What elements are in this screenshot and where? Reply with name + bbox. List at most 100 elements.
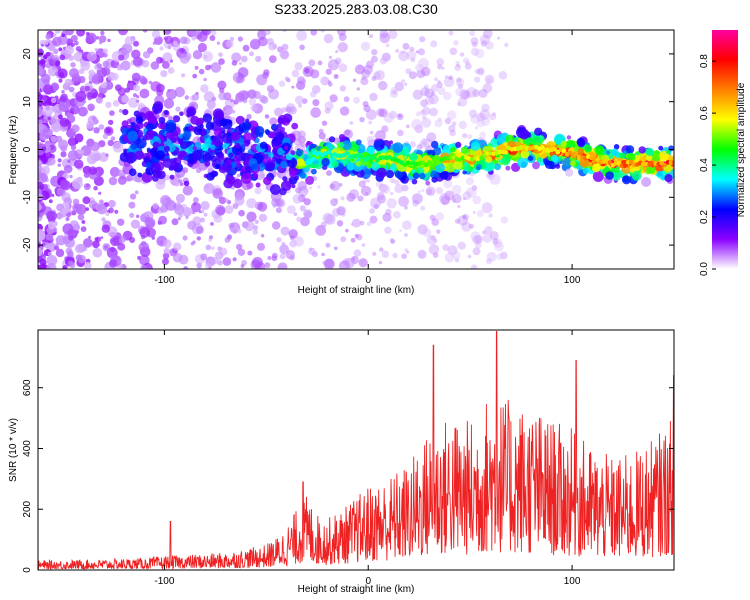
spectrogram-cell [218, 52, 223, 57]
spectrogram-cell [419, 172, 426, 180]
spectrogram-ridge-cell [503, 150, 509, 155]
spectrogram-cell [130, 193, 137, 200]
spectrogram-cell [412, 199, 419, 207]
spectrogram-cell [425, 95, 435, 105]
spectrogram-cell [284, 76, 290, 82]
spectrogram-cell [80, 60, 91, 71]
spectrogram-cell [455, 141, 462, 148]
spectrogram-cell [352, 78, 357, 83]
spectrogram-xlabel: Height of straight line (km) [298, 285, 415, 296]
spectrogram-cell [297, 181, 308, 191]
spectrogram-cell [268, 55, 277, 63]
spectrogram-cell [38, 203, 42, 211]
spectrogram-cell [450, 146, 456, 153]
spectrogram-cell [38, 241, 41, 246]
spectrogram-cell [88, 69, 95, 76]
spectrogram-cell [325, 68, 332, 75]
spectrogram-cell [224, 198, 229, 203]
spectrogram-cell [264, 262, 271, 268]
spectrogram-cell [130, 219, 140, 229]
spectrogram-cell [473, 76, 481, 83]
spectrogram-y-tick-label: -10 [22, 190, 33, 205]
spectrogram-cell [94, 47, 99, 52]
spectrogram-cell [237, 248, 246, 256]
spectrogram-cell [397, 129, 404, 137]
spectrogram-cell [222, 118, 233, 130]
spectrogram-cell [406, 124, 410, 129]
spectrogram-cell [318, 132, 326, 140]
spectrogram-cell [231, 109, 236, 114]
spectrogram-cell [378, 183, 388, 193]
spectrogram-ridge-cell [567, 150, 573, 156]
spectrogram-cell [126, 152, 137, 163]
spectrogram-cell [162, 61, 170, 69]
spectrogram-cell [328, 64, 333, 69]
spectrogram-cell [256, 74, 268, 86]
spectrogram-cell [474, 235, 484, 244]
spectrogram-cell [492, 112, 496, 117]
spectrogram-cell [231, 128, 236, 133]
spectrogram-cell [405, 68, 412, 75]
spectrogram-cell [258, 36, 268, 47]
spectrogram-cell [205, 244, 212, 251]
spectrogram-cell [54, 30, 61, 34]
spectrogram-cell [298, 103, 302, 108]
spectrogram-cell [390, 178, 396, 184]
spectrogram-cell [426, 188, 433, 195]
spectrogram-cell [355, 139, 362, 146]
spectrogram-cell [58, 101, 69, 113]
spectrogram-cell [440, 195, 450, 205]
spectrogram-cell [128, 201, 136, 209]
spectrogram-cell [86, 92, 93, 98]
spectrogram-cell [281, 107, 287, 113]
spectrogram-cell [476, 166, 481, 171]
spectrogram-cell [489, 173, 501, 185]
spectrogram-ridge-cell [344, 151, 350, 156]
spectrogram-cell [86, 32, 90, 36]
spectrogram-cell [251, 163, 258, 170]
spectrogram-cell [111, 72, 119, 81]
spectrogram-cell [181, 73, 186, 78]
spectrogram-cell [308, 59, 316, 67]
spectrogram-cell [370, 197, 381, 209]
spectrogram-cell [318, 128, 324, 134]
spectrogram-cell [435, 212, 445, 221]
spectrogram-cell [381, 125, 389, 133]
spectrogram-cell [41, 156, 47, 163]
spectrogram-cell [501, 156, 511, 166]
spectrogram-cell [67, 250, 74, 258]
spectrogram-cell [498, 71, 508, 80]
spectrogram-cell [372, 71, 381, 80]
spectrogram-cell [322, 261, 326, 265]
spectrogram-cell [133, 40, 139, 47]
spectrogram-cell [426, 235, 437, 245]
spectrogram-cell [150, 162, 162, 174]
spectrogram-cell [664, 174, 673, 183]
spectrogram-cell [471, 41, 478, 48]
spectrogram-cell [108, 259, 118, 268]
spectrogram-cell [246, 114, 252, 120]
spectrogram-cell [163, 145, 170, 153]
spectrogram-cell [296, 149, 303, 157]
spectrogram-cell [292, 194, 303, 204]
spectrogram-cell [355, 64, 364, 72]
spectrogram-cell [289, 169, 297, 178]
spectrogram-cell [192, 50, 203, 60]
spectrogram-cell [152, 202, 159, 209]
spectrogram-cell [390, 239, 396, 244]
spectrogram-cell [472, 247, 481, 256]
spectrogram-cell [238, 209, 245, 217]
spectrogram-cell [369, 215, 378, 224]
spectrogram-cell [481, 117, 490, 126]
spectrogram-cell [100, 236, 104, 240]
spectrogram-cell [291, 69, 300, 78]
spectrogram-cell [167, 45, 172, 50]
spectrogram-cell [163, 30, 172, 35]
spectrogram-cell [285, 153, 293, 161]
spectrogram-cell [308, 247, 316, 255]
spectrogram-cell [566, 135, 572, 140]
spectrogram-cell [157, 122, 165, 130]
spectrogram-cell [67, 260, 74, 267]
spectrogram-cell [216, 152, 225, 161]
spectrogram-cell [161, 196, 173, 208]
